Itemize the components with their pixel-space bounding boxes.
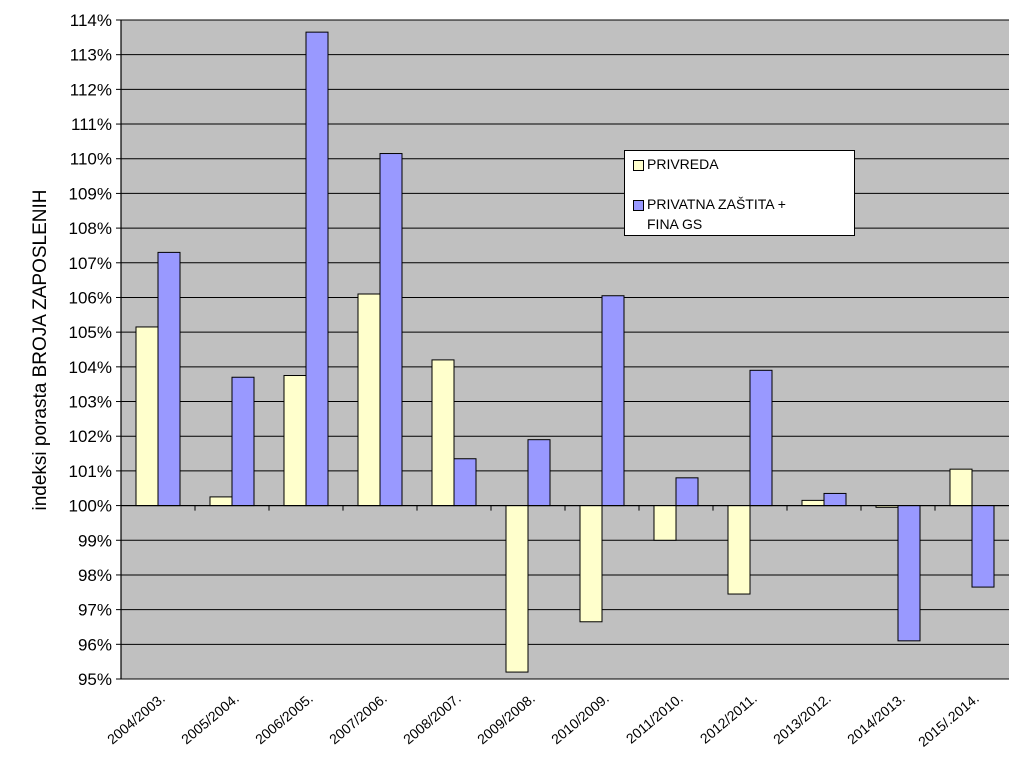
x-tick-label: 2004/2003. bbox=[104, 690, 168, 747]
legend-swatch-privreda bbox=[633, 160, 644, 171]
y-tick-label: 112% bbox=[70, 80, 112, 99]
x-tick-label: 2006/2005. bbox=[252, 690, 316, 747]
legend-item-privatna-zastita: PRIVATNA ZAŠTITA + FINA GS bbox=[633, 197, 786, 234]
y-tick-label: 106% bbox=[69, 288, 112, 307]
y-tick-label: 103% bbox=[69, 393, 112, 412]
bar-privatna-zastita bbox=[824, 493, 846, 505]
legend: PRIVREDA PRIVATNA ZAŠTITA + FINA GS bbox=[624, 150, 855, 236]
legend-swatch-privatna-zastita bbox=[633, 200, 644, 211]
y-tick-label: 107% bbox=[69, 254, 112, 273]
legend-label-line-1: PRIVATNA ZAŠTITA + bbox=[647, 196, 786, 212]
bar-privreda bbox=[506, 506, 528, 672]
x-tick-label: 2013/2012. bbox=[770, 690, 834, 747]
bar-privreda bbox=[802, 500, 824, 505]
y-tick-label: 105% bbox=[69, 323, 112, 342]
x-tick-labels: 2004/2003. 2005/2004. 2006/2005. 2007/2006.… bbox=[104, 690, 982, 750]
x-tick-label: 2015/.2014. bbox=[915, 690, 982, 750]
bar-privatna-zastita bbox=[528, 440, 550, 506]
bar-privreda bbox=[654, 506, 676, 541]
y-tick-label: 109% bbox=[69, 184, 112, 203]
y-tick-label: 96% bbox=[78, 635, 112, 654]
y-tick-label: 114% bbox=[70, 11, 112, 30]
bar-privatna-zastita bbox=[898, 506, 920, 641]
bar-privatna-zastita bbox=[454, 459, 476, 506]
bar-privatna-zastita bbox=[972, 506, 994, 588]
y-tick-labels: 95% 96% 97% 98% 99% 100% 101% 102% 103% 104% 105% 1… bbox=[69, 11, 112, 689]
bar-privreda bbox=[136, 327, 158, 506]
x-tick-label: 2005/2004. bbox=[178, 690, 242, 747]
legend-item-privreda: PRIVREDA bbox=[633, 157, 719, 174]
x-tick-label: 2007/2006. bbox=[326, 690, 390, 747]
y-tick-label: 104% bbox=[69, 358, 112, 377]
x-tick-label: 2010/2009. bbox=[548, 690, 612, 747]
bar-privatna-zastita bbox=[158, 252, 180, 505]
y-tick-label: 110% bbox=[70, 150, 112, 169]
bar-privreda bbox=[950, 469, 972, 505]
y-tick-label: 101% bbox=[69, 462, 112, 481]
x-tick-label: 2008/2007. bbox=[400, 690, 464, 747]
x-tick-label: 2009/2008. bbox=[474, 690, 538, 747]
x-tick-label: 2011/2010. bbox=[623, 690, 686, 747]
bar-privatna-zastita bbox=[676, 478, 698, 506]
y-tick-label: 99% bbox=[78, 531, 112, 550]
bar-privreda bbox=[580, 506, 602, 622]
legend-label-privreda: PRIVREDA bbox=[647, 154, 719, 174]
bar-privatna-zastita bbox=[602, 296, 624, 506]
bar-privreda bbox=[358, 294, 380, 506]
x-tick-label: 2014/2013. bbox=[844, 690, 908, 747]
legend-label-line-2: FINA GS bbox=[647, 216, 702, 232]
bar-privatna-zastita bbox=[232, 377, 254, 505]
bar-privreda bbox=[432, 360, 454, 506]
legend-label-privatna-zastita: PRIVATNA ZAŠTITA + FINA GS bbox=[647, 194, 786, 234]
bar-privreda bbox=[210, 497, 232, 506]
y-tick-label: 102% bbox=[69, 427, 112, 446]
x-tick-label: 2012/2011. bbox=[697, 690, 760, 747]
y-tick-label: 98% bbox=[78, 566, 112, 585]
y-tick-label: 97% bbox=[78, 601, 112, 620]
y-tick-label: 95% bbox=[78, 670, 112, 689]
y-tick-label: 108% bbox=[69, 219, 112, 238]
bar-privatna-zastita bbox=[380, 154, 402, 506]
y-axis-label: indeksi porasta BROJA ZAPOSLENIH bbox=[30, 189, 51, 510]
plot-area bbox=[121, 20, 1009, 679]
bar-privatna-zastita bbox=[306, 32, 328, 505]
y-tick-label: 113% bbox=[70, 46, 112, 65]
bar-privreda bbox=[728, 506, 750, 594]
y-tick-label: 111% bbox=[71, 115, 112, 134]
bar-privreda bbox=[284, 376, 306, 506]
bar-privatna-zastita bbox=[750, 370, 772, 505]
y-tick-label: 100% bbox=[69, 497, 112, 516]
